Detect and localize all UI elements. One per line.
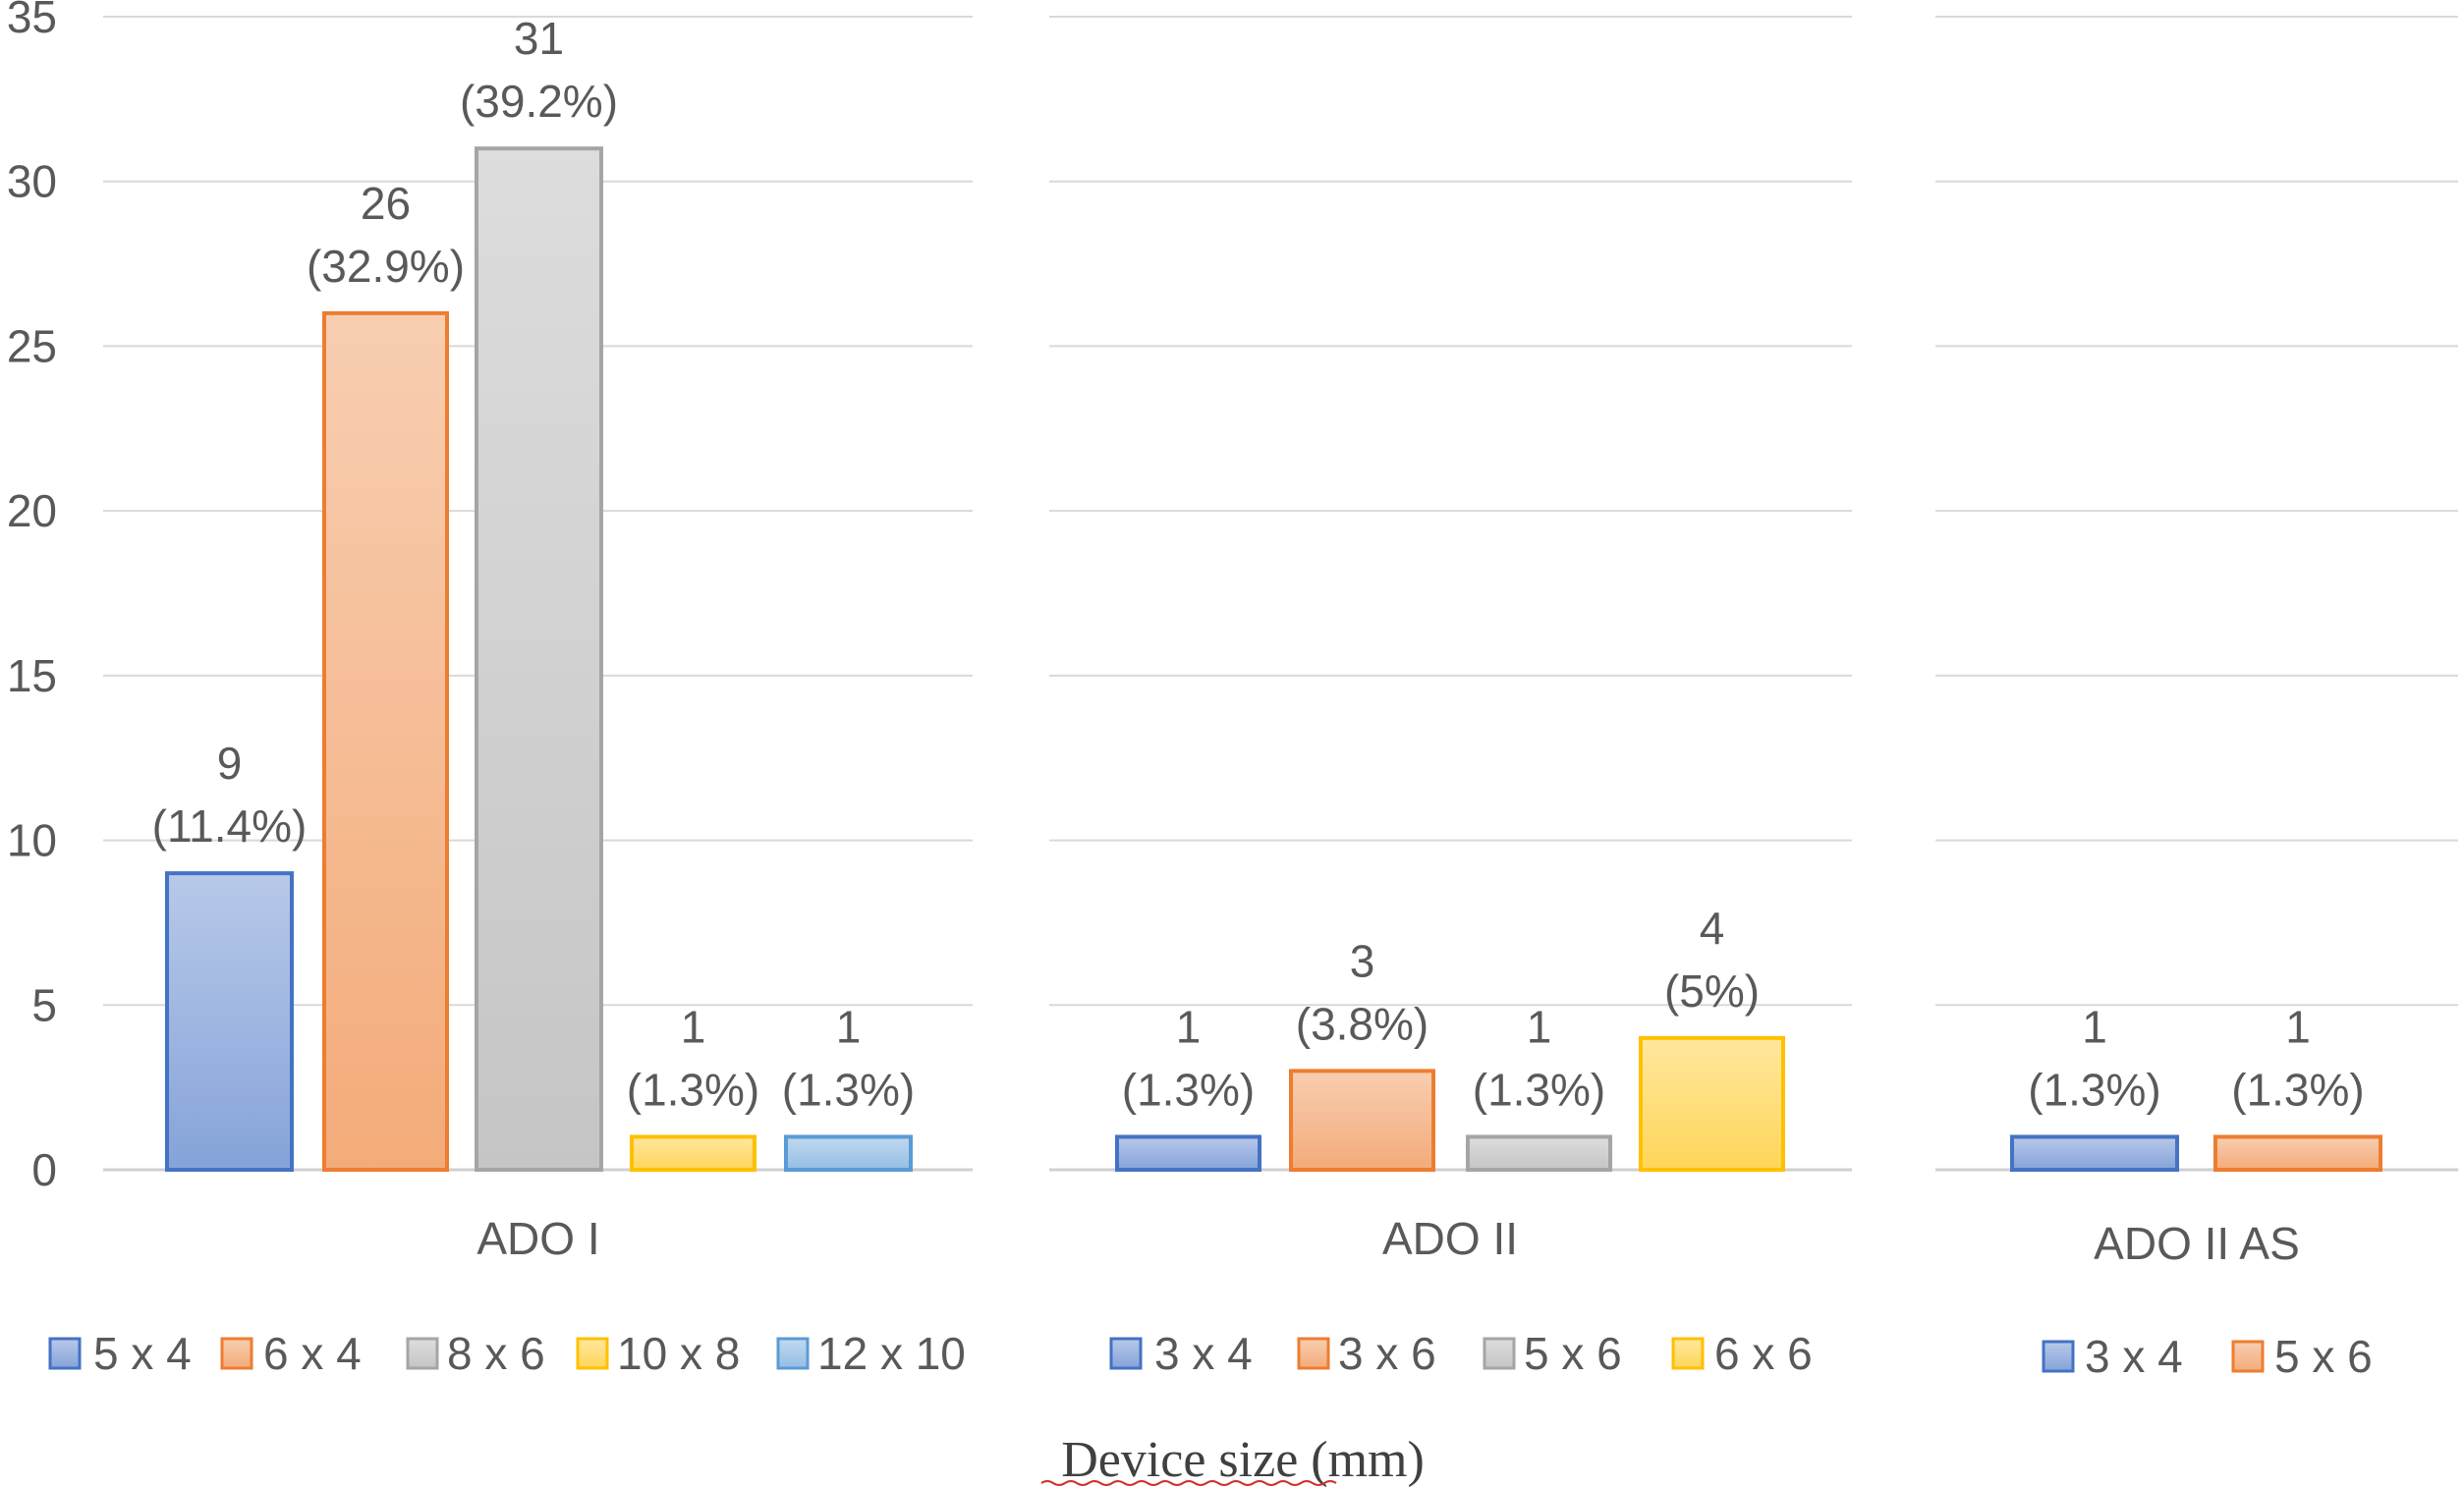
data-label-count: 1 <box>2082 1001 2107 1052</box>
legend-swatch <box>776 1337 810 1370</box>
y-tick-label: 5 <box>31 979 57 1030</box>
legend-swatch <box>1483 1337 1516 1370</box>
y-tick-label: 30 <box>7 156 57 207</box>
panel: 1 (1.3%) 3 x 4 3 (3.8%) 3 x 6 1 (1.3%) 5 x 6 4 (5%… <box>1049 16 1852 1379</box>
bar <box>1639 1035 1785 1173</box>
data-label-percent: (1.3%) <box>1122 1064 1255 1115</box>
category-label: ADO II AS <box>2094 1218 2300 1269</box>
data-label-count: 1 <box>2285 1001 2311 1052</box>
legend-label: 6 x 4 <box>263 1328 362 1379</box>
bar <box>1466 1134 1612 1173</box>
bar <box>475 146 603 1173</box>
panel: 1 (1.3%) 3 x 4 1 (1.3%) 5 x 6 ADO II AS <box>1935 16 2458 1382</box>
legend-swatch <box>1671 1337 1705 1370</box>
bar <box>784 1134 913 1173</box>
data-label-percent: (5%) <box>1664 965 1760 1017</box>
data-label-percent: (11.4%) <box>152 800 308 852</box>
data-label-count: 3 <box>1350 935 1375 986</box>
legend-swatch <box>1109 1337 1143 1370</box>
legend-swatch <box>220 1337 253 1370</box>
data-label-percent: (1.3%) <box>2028 1064 2160 1115</box>
legend-label: 8 x 6 <box>447 1328 545 1379</box>
data-label-percent: (1.3%) <box>782 1064 915 1115</box>
legend-label: 3 x 4 <box>2085 1331 2183 1382</box>
legend-label: 6 x 6 <box>1714 1328 1813 1379</box>
bar <box>165 871 294 1172</box>
legend-swatch <box>406 1337 439 1370</box>
data-label-percent: (1.3%) <box>1473 1064 1605 1115</box>
legend-label: 5 x 4 <box>93 1328 192 1379</box>
legend-swatch <box>2042 1340 2075 1373</box>
data-label-count: 26 <box>361 178 411 229</box>
data-label-count: 31 <box>514 13 564 64</box>
data-label-count: 1 <box>681 1001 706 1052</box>
legend-label: 5 x 6 <box>2274 1331 2373 1382</box>
legend-label: 3 x 4 <box>1154 1328 1253 1379</box>
legend-label: 10 x 8 <box>617 1328 740 1379</box>
data-label-percent: (1.3%) <box>627 1064 759 1115</box>
chart-panels: 9(11.4%)5 x 426(32.9%)6 x 431(39.2%)8 x … <box>48 13 2458 1382</box>
bar <box>2213 1134 2382 1173</box>
legend-swatch <box>48 1337 82 1370</box>
category-label: ADO I <box>476 1213 599 1264</box>
legend-swatch <box>2231 1340 2265 1373</box>
data-label-percent: (1.3%) <box>2231 1064 2364 1115</box>
legend-swatch <box>576 1337 609 1370</box>
y-tick-label: 35 <box>7 0 57 42</box>
data-label-count: 1 <box>1176 1001 1202 1052</box>
category-label: ADO II <box>1382 1213 1518 1264</box>
data-label-count: 1 <box>836 1001 862 1052</box>
data-label-count: 1 <box>1527 1001 1552 1052</box>
bar <box>630 1134 756 1173</box>
legend-swatch <box>1297 1337 1330 1370</box>
y-tick-label: 25 <box>7 320 57 371</box>
data-label-percent: (32.9%) <box>307 241 465 292</box>
legend-label: 3 x 6 <box>1338 1328 1436 1379</box>
y-tick-label: 10 <box>7 815 57 866</box>
data-label-percent: (39.2%) <box>460 76 618 127</box>
bar <box>2010 1134 2179 1173</box>
bar <box>1289 1069 1435 1173</box>
panel: 9 (11.4%) 5 x 4 26 (32.9%) 6 x 4 31 (39.2%) 8 x … <box>48 13 973 1379</box>
legend-label: 5 x 6 <box>1524 1328 1622 1379</box>
y-tick-label: 0 <box>31 1144 57 1195</box>
data-label-percent: (3.8%) <box>1296 998 1428 1049</box>
bar <box>1115 1134 1261 1173</box>
y-tick-label: 20 <box>7 485 57 536</box>
bar <box>322 310 449 1172</box>
y-axis: 0 5 10 15 20 25 30 35 <box>7 0 57 1195</box>
legend-label: 12 x 10 <box>817 1328 966 1379</box>
data-label-count: 4 <box>1700 903 1725 954</box>
x-axis-title: Device size (mm) <box>1061 1432 1425 1487</box>
spellcheck-underline <box>1040 1480 1337 1486</box>
data-label-count: 9 <box>217 738 243 789</box>
y-tick-label: 15 <box>7 650 57 701</box>
